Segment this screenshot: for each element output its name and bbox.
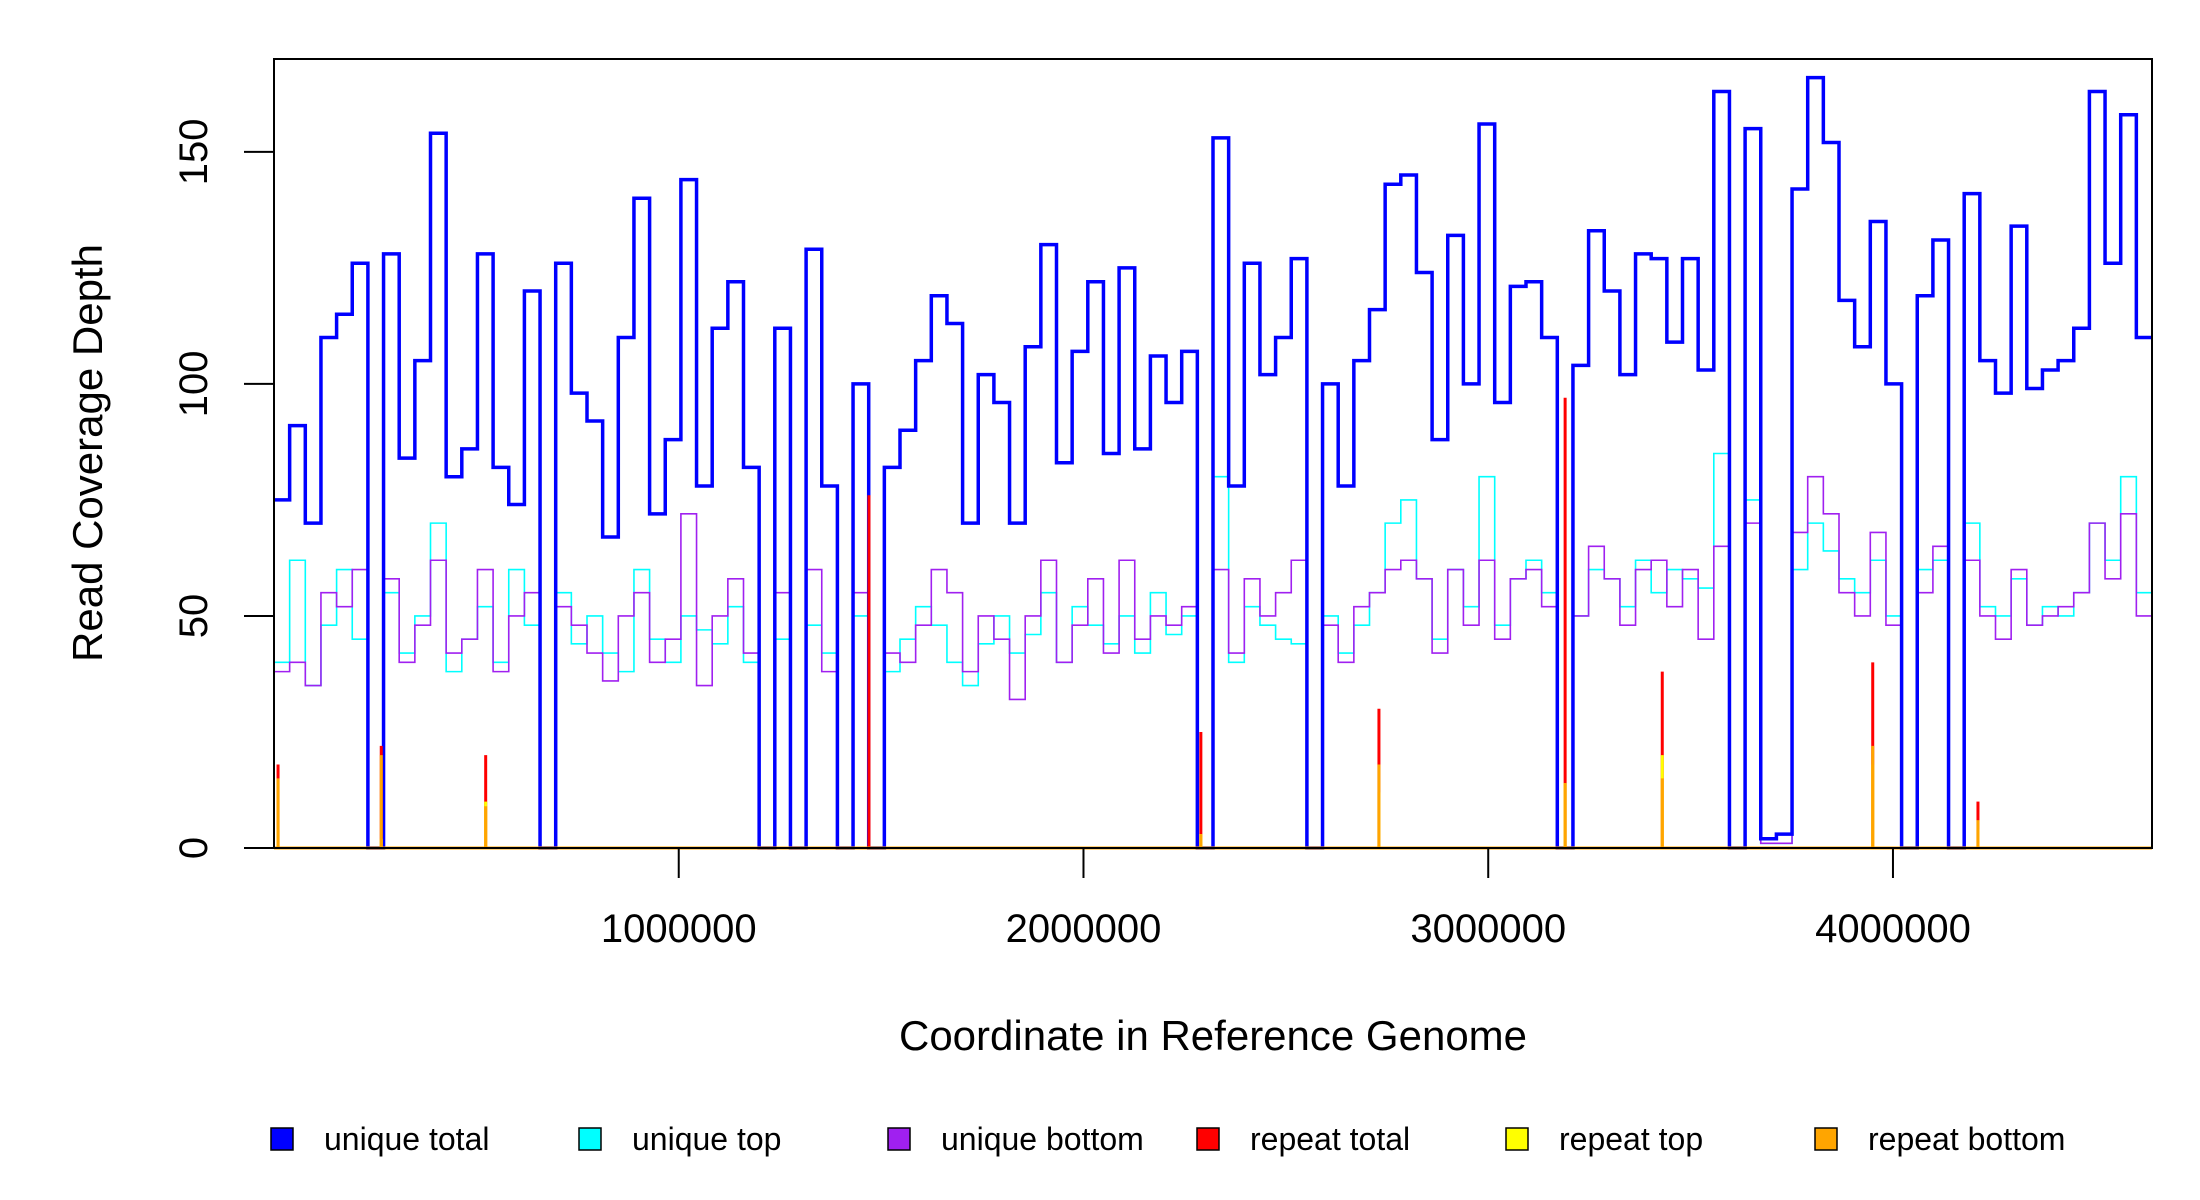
legend-label: repeat total (1250, 1121, 1410, 1157)
y-tick-label: 100 (172, 351, 216, 418)
legend: unique total unique top unique bottom repea… (270, 1121, 2065, 1157)
y-tick-label: 150 (172, 118, 216, 185)
legend-item-unique-top: unique top (578, 1121, 781, 1157)
legend-swatch (578, 1127, 602, 1151)
series-layer (274, 75, 2152, 850)
legend-item-unique-bottom: unique bottom (887, 1121, 1144, 1157)
legend-label: repeat top (1559, 1121, 1703, 1157)
y-tick-label: 0 (172, 837, 216, 859)
legend-label: unique top (632, 1121, 781, 1157)
legend-label: repeat bottom (1868, 1121, 2065, 1157)
legend-item-unique-total: unique total (270, 1121, 489, 1157)
legend-swatch (1196, 1127, 1220, 1151)
legend-item-repeat-total: repeat total (1196, 1121, 1410, 1157)
legend-label: unique bottom (941, 1121, 1144, 1157)
x-tick-label: 3000000 (1410, 907, 1566, 951)
legend-item-repeat-top: repeat top (1505, 1121, 1703, 1157)
axes-layer: 1000000 2000000 3000000 4000000 0 50 100 150 (172, 118, 1971, 951)
x-axis-title: Coordinate in Reference Genome (899, 1012, 1527, 1059)
legend-swatch (270, 1127, 294, 1151)
legend-swatch (1505, 1127, 1529, 1151)
x-tick-label: 1000000 (601, 907, 757, 951)
legend-label: unique total (324, 1121, 489, 1157)
x-tick-label: 4000000 (1815, 907, 1971, 951)
legend-swatch (887, 1127, 911, 1151)
y-axis-title: Read Coverage Depth (64, 244, 111, 662)
x-tick-label: 2000000 (1006, 907, 1162, 951)
y-tick-label: 50 (172, 594, 216, 639)
series-unique-total (274, 75, 2152, 850)
legend-item-repeat-bottom: repeat bottom (1814, 1121, 2065, 1157)
legend-swatch (1814, 1127, 1838, 1151)
